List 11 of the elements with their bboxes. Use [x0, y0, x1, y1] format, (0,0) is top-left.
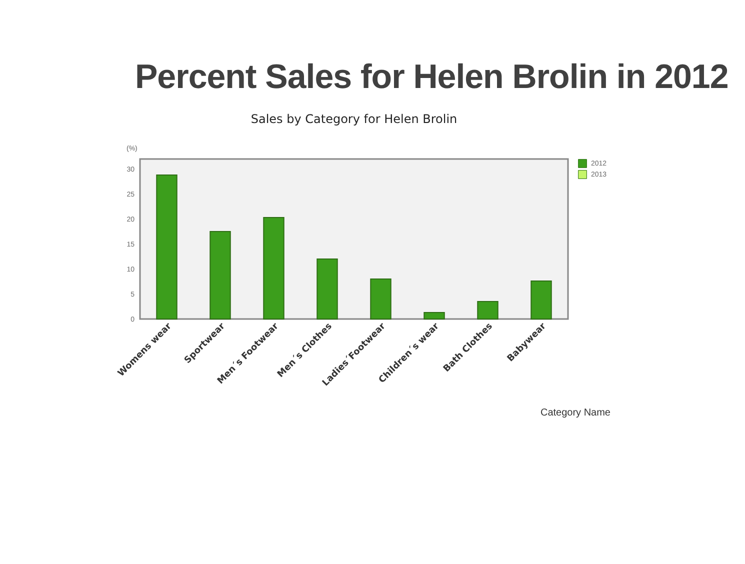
bar: [530, 280, 552, 320]
bar: [263, 217, 284, 320]
chart-title: Percent Sales for Helen Brolin in 2012: [134, 57, 730, 98]
bar: [477, 301, 498, 320]
chart-subtitle: Sales by Category for Helen Brolin: [250, 112, 458, 126]
x-axis-title: Category Name: [540, 408, 611, 418]
bar: [316, 258, 338, 320]
bar: [210, 231, 231, 320]
bar: [370, 278, 392, 320]
bar: [424, 312, 445, 320]
bar: [156, 174, 178, 320]
